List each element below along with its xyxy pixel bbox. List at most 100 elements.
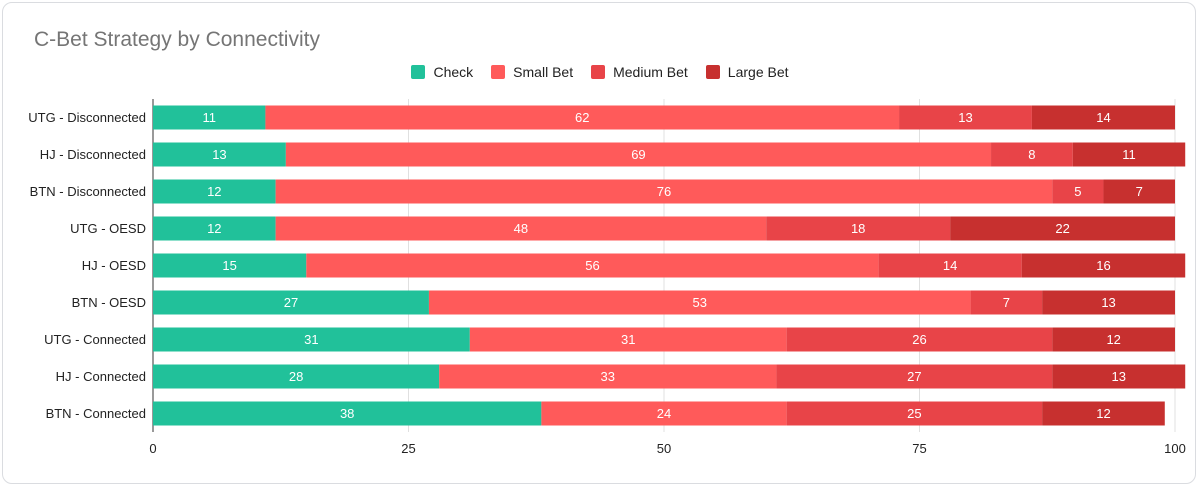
bar-segment (766, 216, 951, 241)
bar-segment (776, 364, 1053, 389)
data-label: 28 (289, 369, 303, 384)
data-label: 56 (585, 258, 599, 273)
bar-segment (991, 142, 1073, 167)
data-label: 14 (1096, 110, 1110, 125)
data-label: 14 (943, 258, 957, 273)
bar-segment (1052, 327, 1175, 352)
bar-segment (1052, 364, 1186, 389)
data-label: 12 (1096, 406, 1110, 421)
category-label: UTG - Disconnected (28, 110, 146, 125)
data-label: 33 (601, 369, 615, 384)
bar-segment (950, 216, 1175, 241)
x-tick-label: 100 (1164, 441, 1186, 456)
legend-item-small-bet[interactable]: Small Bet (491, 64, 573, 80)
bar-segment (265, 105, 900, 130)
bar-segment (153, 290, 429, 315)
data-label: 27 (284, 295, 298, 310)
data-label: 7 (1003, 295, 1010, 310)
x-tick-label: 25 (401, 441, 415, 456)
bar-segment (1052, 179, 1104, 204)
legend-swatch-small-bet (491, 65, 506, 79)
x-tick-label: 75 (912, 441, 926, 456)
data-label: 38 (340, 406, 354, 421)
bar-segment (439, 364, 777, 389)
data-label: 12 (207, 184, 221, 199)
data-label: 7 (1136, 184, 1143, 199)
category-label: UTG - OESD (70, 221, 146, 236)
data-label: 25 (907, 406, 921, 421)
bar-segment (469, 327, 787, 352)
bar-segment (1031, 105, 1175, 130)
data-label: 31 (304, 332, 318, 347)
category-label: HJ - Connected (56, 369, 146, 384)
data-label: 69 (631, 147, 645, 162)
bar-segment (275, 179, 1053, 204)
bar-segment (970, 290, 1043, 315)
data-label: 62 (575, 110, 589, 125)
bar-segment (786, 327, 1053, 352)
legend-item-medium-bet[interactable]: Medium Bet (591, 64, 688, 80)
bar-segment (1042, 290, 1175, 315)
bar-segment (1072, 142, 1186, 167)
data-label: 31 (621, 332, 635, 347)
bar-segment (428, 290, 971, 315)
data-label: 48 (514, 221, 528, 236)
bar-segment (153, 327, 470, 352)
bar-segment (306, 253, 879, 278)
data-label: 13 (1101, 295, 1115, 310)
bar-segment (786, 401, 1043, 426)
legend-swatch-medium-bet (591, 65, 606, 79)
bar-segment (153, 216, 276, 241)
bar-segment (899, 105, 1032, 130)
legend-item-check[interactable]: Check (411, 64, 473, 80)
bar-segment (153, 253, 307, 278)
bar-segment (1103, 179, 1175, 204)
data-label: 13 (212, 147, 226, 162)
data-label: 22 (1055, 221, 1069, 236)
bar-segment (1042, 401, 1165, 426)
category-label: UTG - Connected (44, 332, 146, 347)
data-label: 13 (958, 110, 972, 125)
data-label: 24 (657, 406, 671, 421)
legend-swatch-large-bet (705, 65, 720, 79)
data-label: 11 (1122, 147, 1136, 162)
bar-segment (285, 142, 992, 167)
bar-segment (1021, 253, 1186, 278)
bar-segment (153, 105, 266, 130)
legend-swatch-check (411, 65, 426, 79)
bar-segment (153, 401, 542, 426)
data-label: 8 (1028, 147, 1035, 162)
data-label: 16 (1096, 258, 1110, 273)
bar-segment (878, 253, 1022, 278)
x-tick-label: 50 (657, 441, 671, 456)
data-label: 15 (222, 258, 236, 273)
bar-segment (153, 364, 440, 389)
x-tick-label: 0 (149, 441, 156, 456)
category-label: BTN - OESD (72, 295, 146, 310)
category-label: HJ - OESD (82, 258, 146, 273)
legend-label-small-bet: Small Bet (513, 64, 574, 80)
data-label: 11 (202, 110, 216, 125)
bar-segment (275, 216, 767, 241)
legend-label-check: Check (433, 64, 474, 80)
data-label: 12 (207, 221, 221, 236)
data-label: 27 (907, 369, 921, 384)
data-label: 5 (1074, 184, 1081, 199)
data-label: 53 (693, 295, 707, 310)
data-label: 76 (657, 184, 671, 199)
bar-segment (153, 179, 276, 204)
category-label: BTN - Connected (46, 406, 146, 421)
data-label: 18 (851, 221, 865, 236)
data-label: 12 (1106, 332, 1120, 347)
legend-label-medium-bet: Medium Bet (613, 64, 688, 80)
category-label: BTN - Disconnected (30, 184, 146, 199)
legend-label-large-bet: Large Bet (727, 64, 789, 80)
legend-item-large-bet[interactable]: Large Bet (705, 64, 789, 80)
category-label: HJ - Disconnected (40, 147, 146, 162)
bar-segment (153, 142, 286, 167)
data-label: 26 (912, 332, 926, 347)
chart-title: C-Bet Strategy by Connectivity (34, 28, 320, 51)
data-label: 13 (1112, 369, 1126, 384)
legend: Check Small Bet Medium Bet Large Bet (0, 64, 1200, 80)
